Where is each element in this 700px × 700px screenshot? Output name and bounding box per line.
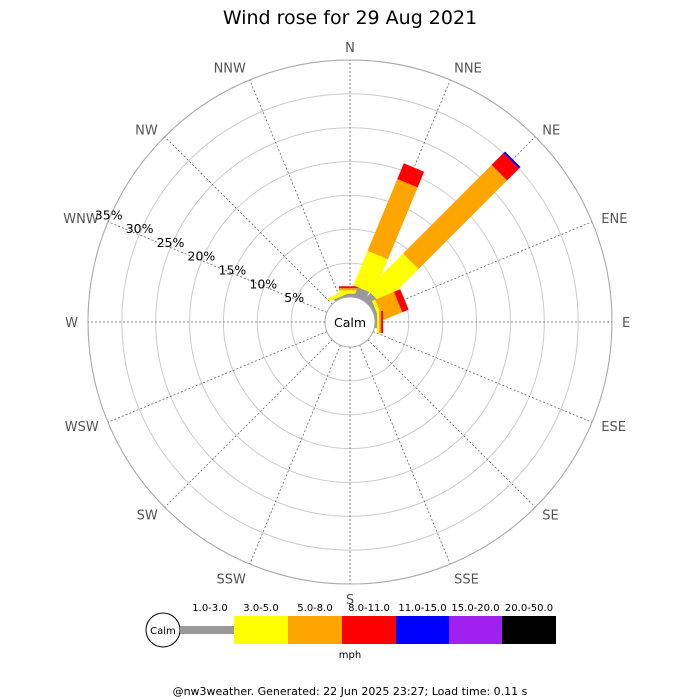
- wind-bars: [328, 151, 521, 333]
- direction-label-sw: SW: [137, 508, 158, 523]
- pct-label-25: 25%: [157, 235, 185, 250]
- calm-label: Calm: [334, 315, 366, 330]
- pct-label-35: 35%: [95, 207, 123, 222]
- bar-ene-8.0-11.0: [393, 289, 409, 313]
- legend-label-3.0-5.0: 3.0-5.0: [243, 603, 278, 614]
- direction-label-w: W: [65, 316, 78, 331]
- direction-label-nnw: NNW: [214, 62, 246, 77]
- bar-e-1.0-3.0: [375, 315, 377, 329]
- spoke-nw: [164, 136, 333, 305]
- direction-label-ene: ENE: [601, 212, 627, 227]
- spoke-ese: [372, 331, 593, 423]
- legend-swatch-8.0-11.0: [342, 616, 396, 644]
- legend-unit: mph: [339, 650, 361, 661]
- direction-label-n: N: [345, 41, 355, 56]
- polar-grid: [87, 59, 613, 585]
- speed-legend: Calm 1.0-3.0 3.0-5.0 5.0-8.0 8.0-11.0 11.0-15…: [145, 603, 556, 661]
- bar-nne-5.0-8.0: [367, 179, 418, 260]
- spoke-nnw: [249, 79, 341, 300]
- bar-ne-8.0-11.0: [491, 152, 520, 181]
- spoke-sse: [359, 344, 451, 565]
- direction-label-e: E: [622, 316, 630, 331]
- bar-nne-1.0-3.0: [354, 287, 369, 302]
- bar-n-1.0-3.0: [343, 293, 357, 297]
- legend-calm-label: Calm: [150, 626, 176, 637]
- direction-label-sse: SSE: [454, 572, 479, 587]
- pct-label-15: 15%: [219, 263, 247, 278]
- spoke-sw: [164, 339, 333, 508]
- legend-swatch-20.0-50.0: [502, 616, 556, 644]
- percent-labels: 5% 10%15%20%25%30%35%: [95, 207, 304, 305]
- pct-label-30: 30%: [126, 221, 154, 236]
- legend-swatch-3.0-5.0: [234, 616, 288, 644]
- calm-disc: [324, 296, 376, 348]
- legend-label-5.0-8.0: 5.0-8.0: [297, 603, 332, 614]
- bar-nnw-3.0-5.0: [328, 289, 350, 302]
- bar-e-8.0-11.0: [381, 311, 384, 333]
- spoke-nne: [359, 79, 451, 300]
- spoke-wnw: [107, 221, 328, 313]
- bar-n-8.0-11.0: [339, 286, 361, 289]
- legend-swatch-15.0-20.0: [449, 616, 502, 644]
- bar-ne-3.0-5.0: [367, 253, 419, 305]
- grid-circle-20: [189, 161, 511, 483]
- footer-text: @nw3weather. Generated: 22 Jun 2025 23:2…: [173, 685, 528, 698]
- pct-label-20: 20%: [188, 249, 216, 264]
- bar-ene-1.0-3.0: [370, 305, 379, 318]
- chart-title: Wind rose for 29 Aug 2021: [223, 7, 477, 29]
- bar-nne-8.0-11.0: [397, 163, 425, 188]
- bar-e-3.0-5.0: [377, 311, 380, 333]
- direction-label-nne: NNE: [454, 62, 482, 77]
- grid-circle-10: [256, 228, 444, 416]
- bar-nne-3.0-5.0: [353, 250, 388, 294]
- calm-circle: Calm: [324, 296, 376, 348]
- direction-label-wsw: WSW: [65, 420, 99, 435]
- direction-label-ssw: SSW: [217, 572, 247, 587]
- legend-swatch-1.0-3.0: [180, 626, 234, 634]
- direction-label-ese: ESE: [601, 420, 626, 435]
- spoke-ene: [372, 221, 593, 313]
- direction-label-wnw: WNW: [63, 212, 99, 227]
- legend-swatch-5.0-8.0: [288, 616, 342, 644]
- bar-n-5.0-8.0: [339, 288, 361, 291]
- spoke-ssw: [249, 344, 341, 565]
- direction-label-ne: NE: [542, 124, 560, 139]
- legend-label-1.0-3.0: 1.0-3.0: [192, 603, 227, 614]
- direction-label-se: SE: [542, 508, 558, 523]
- pct-label-5: 5%: [284, 290, 304, 305]
- bar-nnw-1.0-3.0: [334, 294, 346, 302]
- bar-ne-11.0-15.0: [503, 151, 521, 169]
- pct-label-10: 10%: [249, 276, 277, 291]
- legend-label-15.0-20.0: 15.0-20.0: [451, 603, 499, 614]
- legend-label-11.0-15.0: 11.0-15.0: [398, 603, 446, 614]
- legend-label-8.0-11.0: 8.0-11.0: [348, 603, 390, 614]
- bar-ne-5.0-8.0: [403, 164, 508, 269]
- direction-labels: N NNE NE ENE E ESE SE SSE S SSW SW WSW W WNW NW NNW: [63, 41, 630, 608]
- bar-e-5.0-8.0: [379, 311, 382, 333]
- spoke-wsw: [107, 331, 328, 423]
- spoke-se: [367, 339, 536, 508]
- direction-label-s: S: [346, 593, 354, 608]
- legend-swatch-11.0-15.0: [396, 616, 449, 644]
- grid-circle-30: [121, 93, 579, 551]
- direction-label-nw: NW: [135, 124, 158, 139]
- legend-label-20.0-50.0: 20.0-50.0: [505, 603, 553, 614]
